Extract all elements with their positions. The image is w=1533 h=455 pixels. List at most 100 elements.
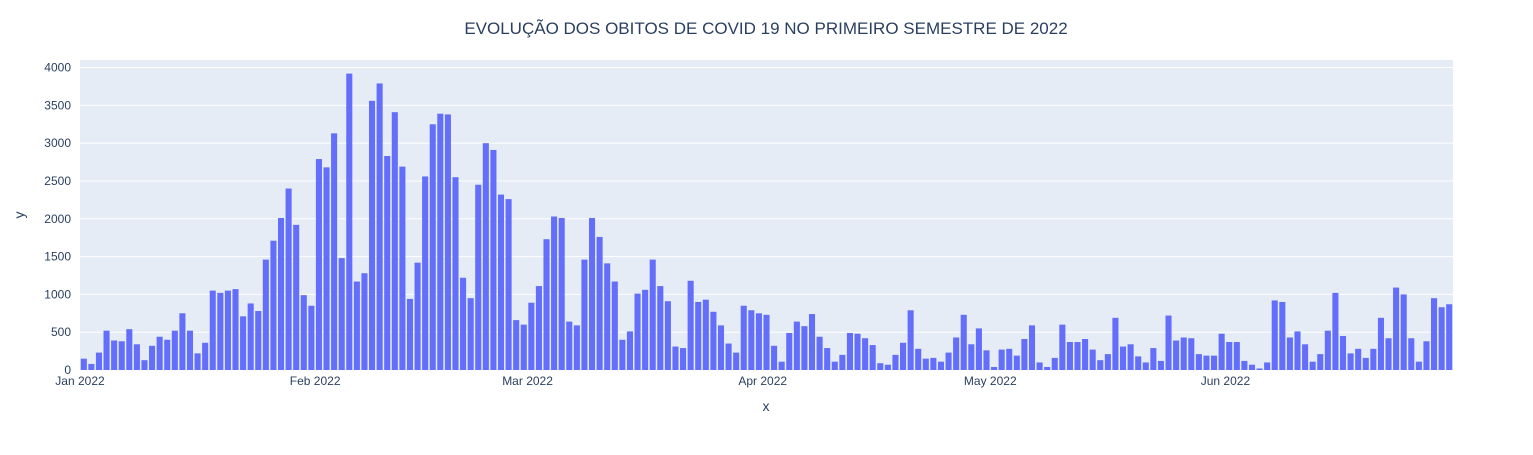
- bar[interactable]: [717, 325, 725, 370]
- bar[interactable]: [399, 166, 406, 370]
- bar[interactable]: [1021, 339, 1028, 370]
- bar[interactable]: [1233, 342, 1240, 370]
- bar[interactable]: [88, 363, 95, 370]
- bar[interactable]: [497, 194, 505, 370]
- bar[interactable]: [1309, 361, 1316, 370]
- bar[interactable]: [520, 324, 527, 370]
- bar[interactable]: [194, 353, 201, 370]
- bar[interactable]: [535, 286, 542, 370]
- bar[interactable]: [391, 112, 398, 371]
- bar[interactable]: [262, 259, 269, 370]
- bar[interactable]: [937, 361, 945, 370]
- bar[interactable]: [1332, 292, 1339, 370]
- bar[interactable]: [240, 316, 247, 370]
- bar[interactable]: [892, 354, 899, 370]
- bar[interactable]: [755, 313, 762, 370]
- bar[interactable]: [1051, 357, 1058, 370]
- bar[interactable]: [922, 358, 929, 370]
- bar[interactable]: [1393, 287, 1400, 370]
- bar[interactable]: [831, 361, 838, 370]
- bar[interactable]: [300, 295, 307, 370]
- bar[interactable]: [702, 299, 709, 370]
- bar[interactable]: [1317, 354, 1324, 370]
- bar[interactable]: [95, 352, 102, 370]
- bar[interactable]: [1150, 348, 1157, 370]
- bar[interactable]: [224, 290, 231, 370]
- bar[interactable]: [983, 350, 990, 370]
- bar[interactable]: [589, 218, 596, 370]
- bar[interactable]: [1271, 300, 1278, 370]
- bar[interactable]: [991, 366, 998, 370]
- bar[interactable]: [975, 328, 982, 370]
- bar[interactable]: [482, 143, 489, 370]
- bar[interactable]: [285, 188, 292, 370]
- bar[interactable]: [376, 83, 383, 370]
- bar[interactable]: [308, 305, 315, 370]
- bar[interactable]: [642, 289, 649, 370]
- bar[interactable]: [156, 336, 163, 370]
- bar[interactable]: [80, 358, 87, 370]
- bar[interactable]: [1112, 317, 1119, 370]
- bar[interactable]: [1400, 294, 1407, 370]
- bar[interactable]: [467, 298, 474, 370]
- bar[interactable]: [103, 330, 110, 370]
- bar[interactable]: [862, 338, 869, 370]
- bar[interactable]: [1082, 339, 1089, 370]
- bar[interactable]: [869, 345, 876, 370]
- bar[interactable]: [452, 177, 459, 370]
- bar[interactable]: [748, 310, 755, 370]
- bar[interactable]: [884, 364, 891, 370]
- bar[interactable]: [808, 314, 816, 370]
- bar[interactable]: [384, 156, 391, 370]
- bar[interactable]: [1264, 362, 1271, 370]
- bar[interactable]: [437, 113, 444, 371]
- bar[interactable]: [1097, 360, 1104, 370]
- bar[interactable]: [740, 305, 747, 370]
- bar[interactable]: [1302, 344, 1309, 370]
- bar[interactable]: [369, 100, 376, 370]
- bar[interactable]: [1408, 338, 1415, 370]
- bar[interactable]: [945, 352, 952, 370]
- bar[interactable]: [186, 330, 194, 370]
- bar[interactable]: [232, 289, 239, 370]
- bar[interactable]: [611, 281, 618, 370]
- bar[interactable]: [649, 259, 656, 370]
- bar[interactable]: [422, 176, 429, 370]
- bar[interactable]: [801, 326, 808, 370]
- bar[interactable]: [846, 332, 853, 370]
- bar[interactable]: [907, 310, 914, 370]
- bar[interactable]: [710, 311, 717, 370]
- bar[interactable]: [1211, 355, 1218, 370]
- bar[interactable]: [786, 332, 793, 370]
- bar[interactable]: [171, 330, 178, 370]
- bar[interactable]: [1157, 360, 1164, 370]
- bar[interactable]: [164, 339, 171, 370]
- bar[interactable]: [1127, 344, 1134, 370]
- bar[interactable]: [1180, 337, 1187, 370]
- bar[interactable]: [126, 329, 133, 370]
- bar[interactable]: [1415, 361, 1422, 370]
- bar[interactable]: [1241, 360, 1248, 370]
- bar[interactable]: [217, 292, 224, 370]
- bar[interactable]: [581, 259, 588, 370]
- bar[interactable]: [1218, 333, 1225, 370]
- bar[interactable]: [695, 301, 702, 370]
- bar[interactable]: [953, 337, 960, 370]
- bar[interactable]: [1044, 366, 1051, 370]
- bar[interactable]: [1446, 304, 1453, 370]
- bar[interactable]: [1385, 338, 1392, 370]
- bar[interactable]: [1104, 354, 1111, 370]
- bar[interactable]: [626, 331, 633, 370]
- bar[interactable]: [338, 258, 345, 370]
- bar[interactable]: [930, 357, 937, 370]
- bar[interactable]: [490, 149, 497, 370]
- bar[interactable]: [1119, 346, 1127, 370]
- bar[interactable]: [1370, 348, 1377, 370]
- bar[interactable]: [968, 344, 975, 370]
- bar[interactable]: [604, 263, 611, 370]
- bar[interactable]: [270, 240, 277, 370]
- bar[interactable]: [353, 281, 360, 370]
- bar[interactable]: [202, 342, 209, 370]
- bar[interactable]: [111, 340, 118, 370]
- bar[interactable]: [1431, 298, 1438, 370]
